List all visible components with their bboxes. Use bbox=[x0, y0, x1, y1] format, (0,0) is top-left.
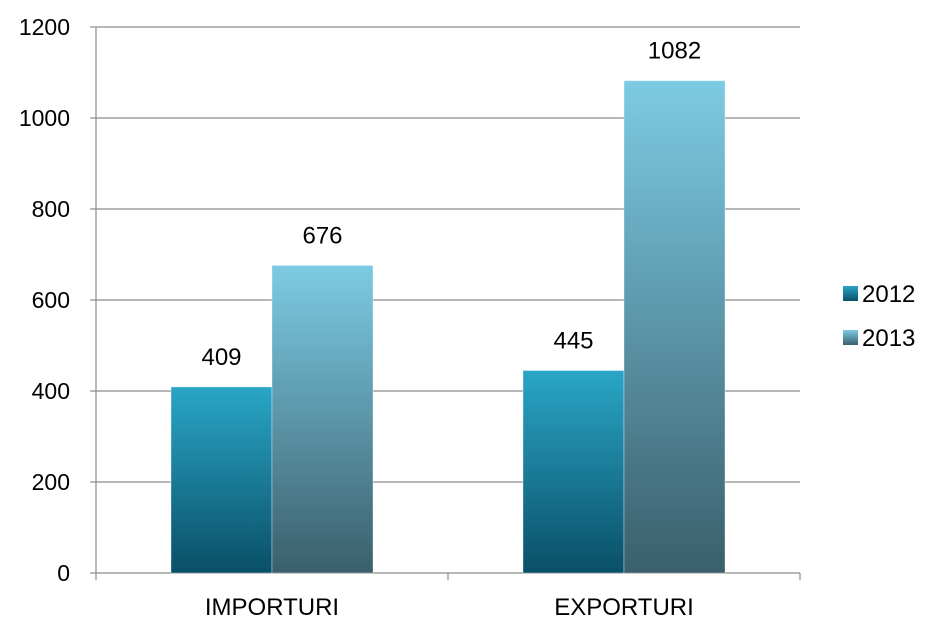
data-label: 409 bbox=[201, 344, 241, 371]
y-tick-label: 1000 bbox=[19, 105, 70, 131]
bar-2012-exporturi bbox=[522, 370, 625, 574]
data-label: 1082 bbox=[648, 38, 701, 65]
x-category-label: EXPORTURI bbox=[554, 594, 694, 620]
data-label: 676 bbox=[302, 222, 342, 249]
y-tick-label: 800 bbox=[32, 196, 70, 222]
legend-label: 2012 bbox=[862, 281, 915, 308]
legend-swatch bbox=[843, 330, 858, 345]
bars bbox=[170, 80, 726, 574]
y-tick-label: 600 bbox=[32, 287, 70, 313]
y-tick-label: 1200 bbox=[19, 14, 70, 40]
legend-label: 2013 bbox=[862, 325, 915, 352]
data-label: 445 bbox=[553, 328, 593, 355]
legend-swatch bbox=[843, 286, 858, 301]
y-tick-label: 400 bbox=[32, 378, 70, 404]
y-tick-label: 200 bbox=[32, 469, 70, 495]
y-tick-label: 0 bbox=[57, 560, 70, 586]
bar-2013-importuri bbox=[271, 264, 374, 574]
legend: 2012 2013 bbox=[843, 281, 915, 352]
data-labels: 409 676 445 1082 bbox=[201, 38, 701, 371]
bar-2012-importuri bbox=[170, 386, 273, 574]
bar-2013-exporturi bbox=[623, 80, 726, 574]
x-category-label: IMPORTURI bbox=[205, 594, 339, 620]
axes: 0 200 400 600 800 1000 1200 IMPORTURI EXPORTURI bbox=[19, 14, 801, 621]
